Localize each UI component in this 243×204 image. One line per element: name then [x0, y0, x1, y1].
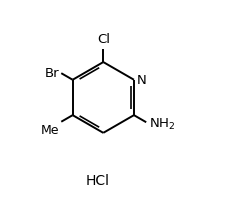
Text: NH$_2$: NH$_2$	[149, 116, 176, 131]
Text: Cl: Cl	[97, 33, 110, 46]
Text: HCl: HCl	[85, 174, 109, 187]
Text: N: N	[136, 73, 146, 86]
Text: Me: Me	[41, 124, 60, 137]
Text: Br: Br	[45, 66, 60, 79]
